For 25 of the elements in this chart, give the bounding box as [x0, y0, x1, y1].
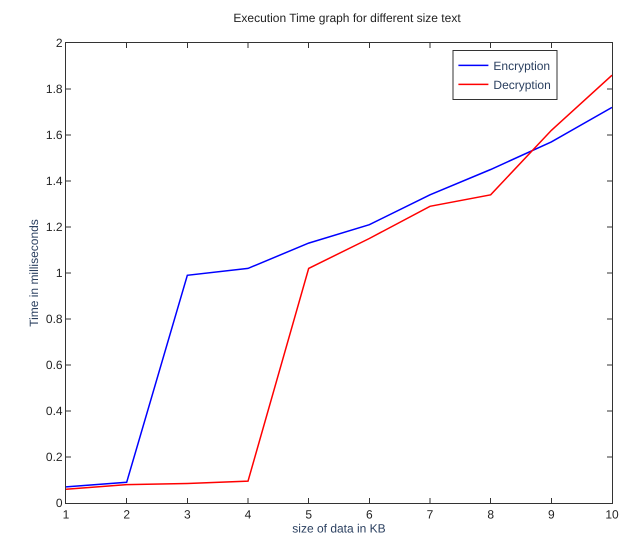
- y-tick-label: 1.8: [46, 82, 63, 96]
- x-tick-label: 9: [548, 507, 555, 522]
- y-axis-title: Time in milliseconds: [27, 219, 42, 327]
- x-tick-label: 3: [184, 507, 191, 522]
- y-tick-label: 1.4: [46, 174, 63, 188]
- x-tick-label: 7: [426, 507, 434, 522]
- x-tick-label: 8: [487, 507, 494, 522]
- y-tick-label: 1: [56, 266, 63, 280]
- y-tick-label: 1.2: [46, 220, 63, 234]
- y-tick-label: 0: [56, 496, 63, 510]
- x-tick-label: 4: [244, 507, 252, 522]
- chart-title: Execution Time graph for different size text: [233, 11, 462, 26]
- x-tick-label: 10: [605, 507, 619, 522]
- y-tick-label: 0.4: [46, 404, 63, 418]
- y-tick-label: 0.6: [46, 358, 63, 372]
- y-tick-label: 0.8: [46, 312, 63, 326]
- y-tick-label: 1.6: [46, 128, 63, 142]
- x-tick-label: 5: [305, 507, 312, 522]
- x-tick-label: 6: [366, 507, 373, 522]
- x-axis-title: size of data in KB: [292, 521, 386, 536]
- y-tick-label: 2: [56, 36, 63, 50]
- y-tick-label: 0.2: [46, 450, 63, 464]
- legend-label: Decryption: [493, 78, 551, 92]
- x-tick-label: 2: [123, 507, 130, 522]
- legend-label: Encryption: [493, 59, 550, 74]
